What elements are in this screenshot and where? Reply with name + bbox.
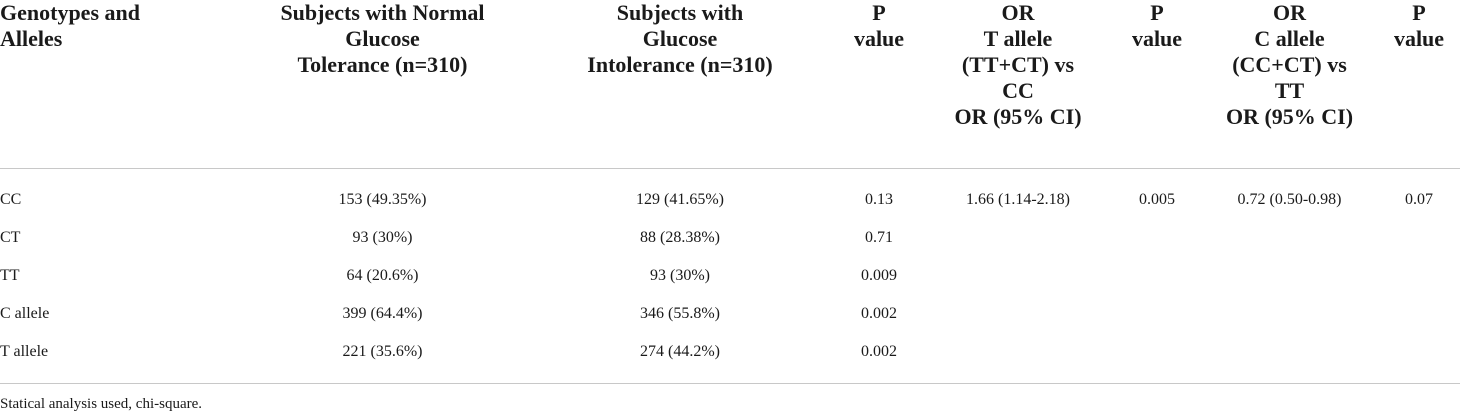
table-cell: CT [0,229,21,246]
table-cell [1201,257,1378,295]
table-cell [1201,295,1378,333]
table-cell [1378,257,1460,295]
table-row: C allele 399 (64.4%) 346 (55.8%) 0.002 [0,295,1460,333]
table-cell [1201,219,1378,257]
table-cell: 399 (64.4%) [342,305,423,322]
table-cell: 1.66 (1.14-2.18) [966,191,1070,208]
table-cell [1113,333,1201,384]
table-row: CC 153 (49.35%) 129 (41.65%) 0.13 1.66 (… [0,169,1460,220]
table-cell [1201,333,1378,384]
table-cell [1113,257,1201,295]
table-cell [1378,219,1460,257]
table-cell: 0.72 (0.50-0.98) [1237,191,1342,208]
header-normal-glucose: Subjects with Normal Glucose Tolerance (… [240,0,525,169]
table-cell: 93 (30%) [650,267,710,284]
header-row: Genotypes and Alleles Subjects with Norm… [0,0,1460,169]
table-cell: 346 (55.8%) [640,305,720,322]
table-row: CT 93 (30%) 88 (28.38%) 0.71 [0,219,1460,257]
table-cell: 153 (49.35%) [338,191,427,208]
header-genotypes: Genotypes and Alleles [0,0,240,169]
table-cell: T allele [0,333,240,384]
table-cell [1378,295,1460,333]
header-or-c-allele: OR C allele (CC+CT) vs TT OR (95% CI) [1201,0,1378,169]
table-footnote: Statical analysis used, chi-square. [0,396,203,412]
table-cell: 0.002 [861,305,897,322]
table-cell [1113,295,1201,333]
header-p-value-2: P value [1113,0,1201,169]
table-cell: 0.07 [1405,191,1433,208]
table-cell: 0.005 [1139,191,1175,208]
table-cell: C allele [0,305,50,322]
table-cell: 88 (28.38%) [640,229,720,246]
table-cell [923,219,1113,257]
table-cell [923,333,1113,384]
table-cell: 129 (41.65%) [636,191,724,208]
table-cell: 93 (30%) [352,229,413,246]
header-glucose-intolerance: Subjects with Glucose Intolerance (n=310… [525,0,835,169]
table-row: T allele 221 (35.6%) 274 (44.2%) 0.002 [0,333,1460,384]
table-cell: 0.009 [861,267,897,284]
table-cell [923,257,1113,295]
table-cell [923,295,1113,333]
table-cell: 0.71 [865,229,893,246]
table-cell: TT [0,267,20,284]
table-cell: 274 (44.2%) [525,333,835,384]
table-cell: 0.002 [835,333,923,384]
table-cell [1378,333,1460,384]
header-p-value-1: P value [835,0,923,169]
table-cell: CC [0,191,22,208]
table-cell: 64 (20.6%) [346,267,419,284]
header-or-t-allele: OR T allele (TT+CT) vs CC OR (95% CI) [923,0,1113,169]
table-cell: 221 (35.6%) [240,333,525,384]
table-row: TT 64 (20.6%) 93 (30%) 0.009 [0,257,1460,295]
table-cell: 0.13 [865,191,893,208]
genotype-table: Genotypes and Alleles Subjects with Norm… [0,0,1460,384]
header-p-value-3: P value [1378,0,1460,169]
table-cell [1113,219,1201,257]
